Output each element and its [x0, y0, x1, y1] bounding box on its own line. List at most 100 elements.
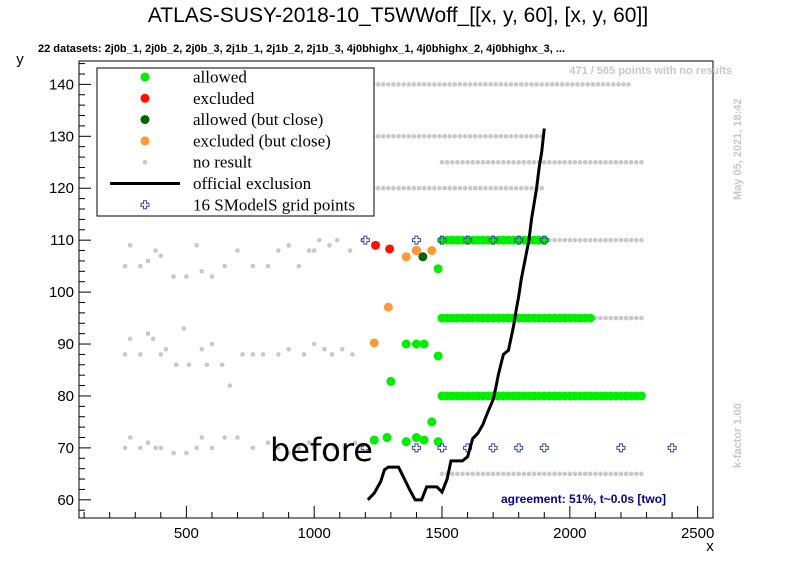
no-result-point [547, 159, 552, 165]
no-result-point [608, 471, 614, 477]
axes-layer: 500 1000 1500 2000 2500 60 70 80 90 100 110 120 130 1… [49, 63, 714, 542]
no-result-point [347, 248, 353, 253]
grid-point-marker [411, 235, 421, 245]
grid-point-marker [539, 235, 549, 245]
no-result-point [265, 440, 271, 445]
no-result-point [171, 450, 176, 456]
no-result-point [250, 352, 256, 357]
no-result-point [503, 134, 509, 139]
no-result-point [386, 185, 391, 191]
no-result-point [265, 263, 271, 269]
allowed-point [419, 339, 429, 349]
no-result-point [401, 82, 406, 87]
no-result-point [577, 471, 583, 477]
y-tick-label: 80 [57, 388, 74, 405]
no-result-point [219, 362, 225, 368]
no-result-point [572, 237, 578, 243]
no-result-point [286, 346, 291, 352]
no-result-point [628, 159, 634, 165]
allowed-point [433, 264, 443, 274]
no-result-point [580, 82, 585, 87]
no-result-point [416, 185, 422, 191]
no-result-point [184, 274, 189, 279]
no-result-point [536, 471, 542, 477]
no-result-point [480, 471, 486, 477]
no-result-point [554, 82, 560, 87]
allowed-point [427, 417, 437, 427]
no-result-point [603, 159, 608, 165]
allowed-point [636, 391, 646, 401]
no-result-point [521, 471, 527, 477]
no-result-point [582, 237, 588, 243]
date-annotation: May 05, 2021, 18:42 [732, 98, 744, 200]
no-result-point [608, 159, 614, 165]
y-tick-label: 110 [50, 232, 74, 249]
no-result-point [411, 185, 417, 191]
no-result-point [590, 82, 596, 87]
no-result-point [478, 134, 483, 139]
no-result-point [485, 471, 491, 477]
no-result-point [513, 82, 519, 87]
no-result-point [559, 82, 565, 87]
no-result-point [508, 134, 514, 139]
allowed-point [585, 313, 595, 323]
no-result-point [524, 82, 529, 87]
no-result-point [286, 450, 291, 456]
no-result-point [127, 243, 133, 248]
no-result-point [513, 185, 519, 191]
no-result-point [276, 445, 281, 451]
no-result-point [452, 82, 458, 87]
no-result-point [442, 82, 447, 87]
no-result-point [455, 159, 460, 165]
no-result-point [639, 237, 644, 243]
no-result-point [618, 159, 624, 165]
no-result-point [158, 445, 164, 451]
no-result-point [483, 134, 488, 139]
no-result-point [199, 346, 205, 352]
no-result-point [621, 82, 626, 87]
no-result-point [613, 315, 619, 321]
y-tick-label: 130 [49, 128, 74, 145]
no-result-point [380, 134, 386, 139]
grid-point-marker [437, 443, 447, 453]
no-result-point [163, 346, 169, 352]
no-result-point [608, 315, 614, 321]
no-result-point [460, 159, 465, 165]
legend-grid-symbol [140, 200, 150, 210]
y-tick-label: 120 [49, 180, 74, 197]
no-result-point [562, 159, 568, 165]
allowed-point [386, 376, 396, 386]
no-result-point [634, 159, 639, 165]
no-result-point [449, 471, 455, 477]
excluded-point [371, 240, 381, 250]
grid-point-marker [360, 235, 370, 245]
no-result-point [416, 82, 422, 87]
no-result-point [401, 134, 406, 139]
y-tick-label: 70 [57, 440, 74, 457]
x-tick-label: 1500 [425, 525, 458, 542]
no-result-point [260, 352, 266, 357]
no-result-point [524, 185, 529, 191]
no-result-point [209, 341, 215, 347]
legend-label: official exclusion [193, 174, 312, 193]
no-result-point [235, 248, 240, 253]
no-result-point [444, 159, 450, 165]
no-result-point [639, 471, 644, 477]
no-result-point [562, 237, 568, 243]
no-result-point [562, 471, 568, 477]
no-result-point [501, 471, 506, 477]
no-result-point [235, 435, 240, 440]
no-result-point [598, 471, 603, 477]
no-result-point [552, 159, 557, 165]
no-result-point [194, 445, 199, 451]
no-result-point [518, 185, 524, 191]
no-result-point [595, 82, 601, 87]
no-result-point [488, 134, 493, 139]
no-result-point [209, 274, 215, 279]
no-result-point [465, 159, 470, 165]
no-result-point [529, 82, 534, 87]
no-result-point [380, 82, 386, 87]
no-result-point [529, 185, 534, 191]
no-result-point [250, 263, 256, 269]
grid-point-marker [539, 443, 549, 453]
